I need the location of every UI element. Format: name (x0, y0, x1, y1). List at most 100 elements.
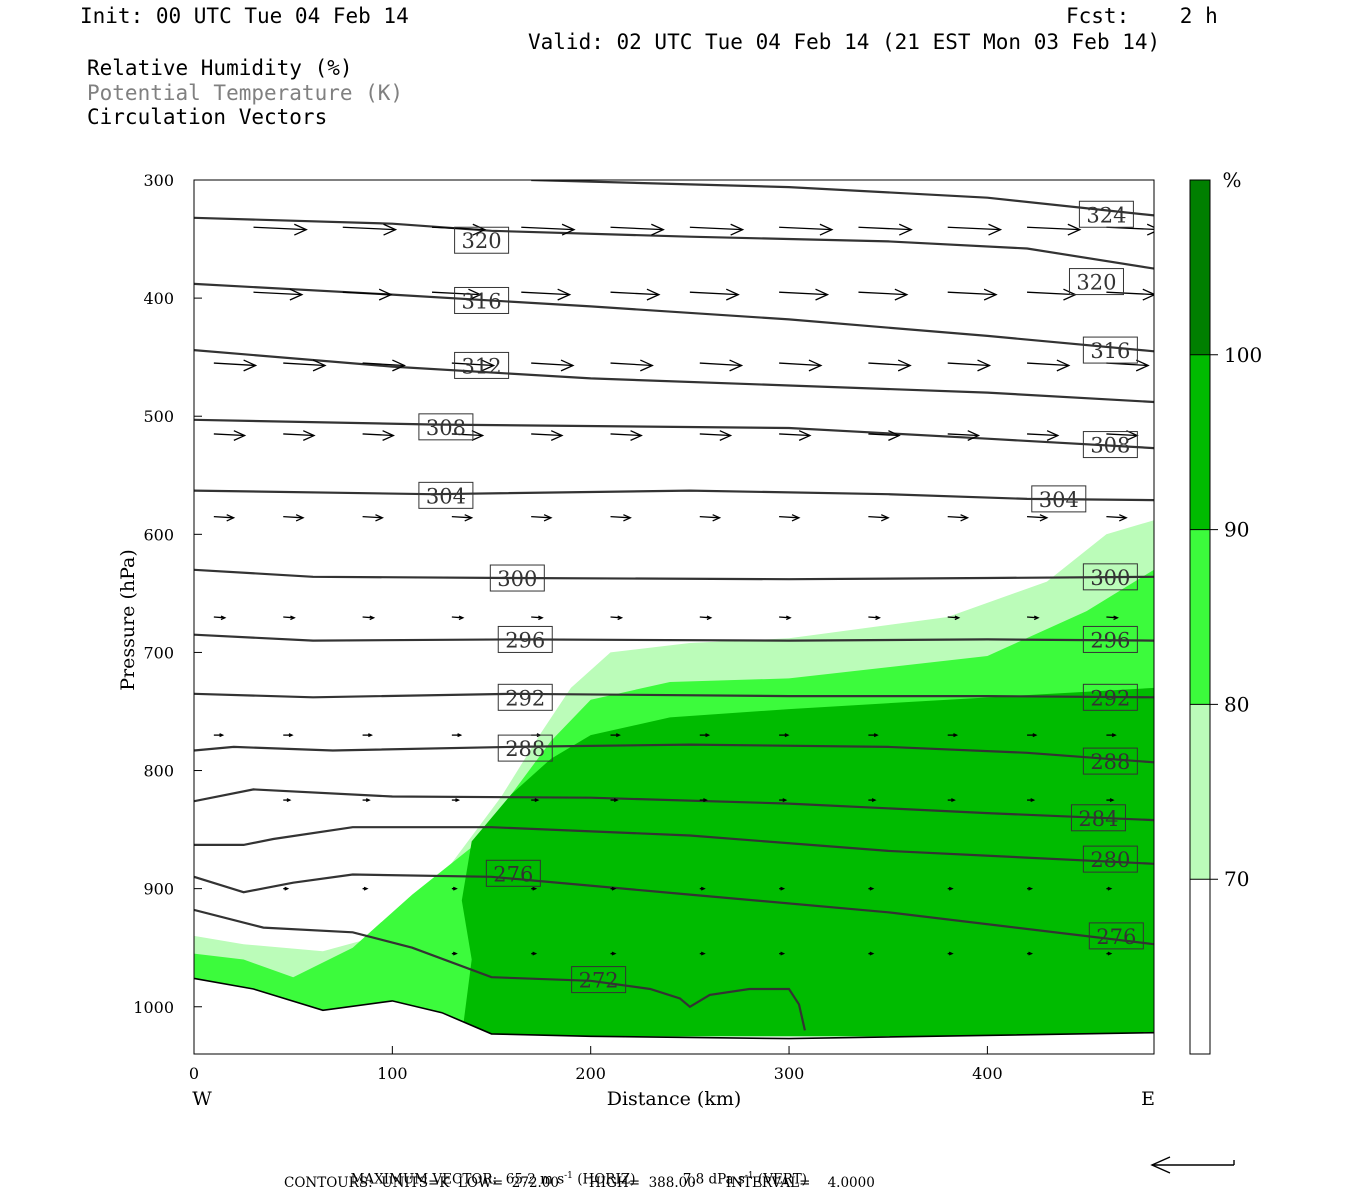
theta-contour-288 (194, 743, 1154, 764)
max-horiz-value: 65.2 m s (505, 1171, 565, 1187)
circulation-vector (431, 288, 483, 301)
contour-label-320: 320 (1068, 268, 1124, 296)
contour-label-300: 300 (489, 564, 545, 592)
x-tick-label: 400 (972, 1064, 1003, 1083)
circulation-vector (283, 886, 290, 891)
x-west-label: W (192, 1088, 212, 1110)
theta-contour-324 (531, 180, 1154, 217)
theta-contour-280 (194, 826, 1154, 865)
circulation-vector (868, 430, 901, 441)
y-tick-label: 600 (143, 525, 174, 544)
circulation-vector (610, 359, 654, 372)
circulation-vector (947, 430, 981, 441)
circulation-vector (342, 223, 398, 236)
contour-label-292: 292 (1082, 683, 1138, 711)
svg-text:292: 292 (1090, 686, 1130, 710)
axes-layer: 0 100 200 300 400 300 400 500 600 700 800 900 1000 (133, 171, 1002, 1083)
svg-text:288: 288 (505, 737, 545, 761)
theta-contour-276 (194, 873, 1154, 946)
circulation-vector (699, 733, 711, 738)
circulation-vector (451, 798, 461, 803)
circulation-vector (779, 514, 801, 522)
circulation-vector (531, 951, 538, 956)
circulation-vector (779, 615, 792, 621)
contour-label-324: 324 (1078, 200, 1134, 228)
theta-contour-292 (194, 692, 1154, 699)
contour-label-320: 320 (454, 226, 510, 254)
circulation-vector (779, 798, 788, 803)
circulation-vector (362, 430, 395, 441)
y-tick-label: 300 (143, 171, 174, 190)
y-tick-label: 500 (143, 407, 174, 426)
y-tick-label: 900 (143, 880, 174, 899)
contour-label-312: 312 (454, 351, 510, 379)
theta-contour-308 (194, 418, 1154, 450)
contour-label-296: 296 (1082, 625, 1138, 653)
circulation-vector (1106, 951, 1113, 956)
circulation-vector (1027, 359, 1071, 372)
circulation-vector (451, 514, 474, 522)
contour-label-304: 304 (1031, 485, 1087, 513)
circulation-vector (868, 733, 879, 738)
circulation-vector (213, 615, 227, 621)
colorbar-label: 70 (1224, 867, 1249, 891)
x-tick-label: 300 (774, 1064, 805, 1083)
circulation-vector (699, 886, 706, 891)
rh-area-90 (461, 687, 1154, 1037)
init-time: Init: 00 UTC Tue 04 Feb 14 (80, 4, 409, 28)
circulation-vector (699, 615, 713, 621)
contour-label-layer: 324 320 320 316 316 312 308 308 304 304 300 300 296 2… (418, 200, 1144, 994)
circulation-vector (947, 514, 970, 522)
colorbar-segment (1190, 529, 1210, 705)
circulation-vector (431, 223, 487, 236)
y-axis-label: Pressure (hPa) (117, 549, 139, 691)
colorbar-segment (1190, 354, 1210, 530)
svg-text:296: 296 (505, 628, 545, 652)
circulation-vector (531, 886, 538, 891)
terrain-layer (194, 977, 1154, 1054)
theta-contour-300 (194, 568, 1154, 581)
field-rh: Relative Humidity (%) (87, 56, 353, 80)
circulation-vector (699, 514, 722, 522)
circulation-vector (362, 798, 371, 803)
circulation-vector (283, 430, 316, 441)
circulation-vector (868, 514, 890, 522)
circulation-vector (699, 798, 708, 803)
theta-contour-312 (194, 349, 1154, 404)
svg-text:316: 316 (1090, 339, 1130, 363)
y-tick-label: 700 (143, 643, 174, 662)
rh-fill-layer (194, 520, 1154, 1037)
plot-frame (193, 179, 1155, 1055)
contour-label-288: 288 (1082, 747, 1138, 775)
contour-label-292: 292 (497, 683, 553, 711)
contour-label-300: 300 (1082, 563, 1138, 591)
colorbar-segment (1190, 704, 1210, 880)
circulation-vector (451, 951, 458, 956)
circulation-vector (947, 359, 992, 372)
circulation-vector (947, 733, 959, 738)
svg-text:280: 280 (1090, 848, 1130, 872)
horiz-tag: (HORIZ) (577, 1171, 636, 1187)
circulation-vector (253, 223, 308, 236)
circulation-vector-layer (213, 223, 1154, 956)
y-tick-label: 800 (143, 762, 174, 781)
svg-text:324: 324 (1086, 203, 1126, 227)
circulation-vector (947, 798, 956, 803)
contour-label-316: 316 (1082, 336, 1138, 364)
svg-text:308: 308 (426, 416, 466, 440)
contour-label-276: 276 (485, 859, 541, 887)
circulation-vector (689, 288, 740, 301)
field-theta: Potential Temperature (K) (87, 81, 404, 105)
circulation-vector (213, 430, 247, 441)
max-vert-value: 7.8 dPa s (682, 1171, 745, 1187)
circulation-vector (947, 951, 954, 956)
circulation-vector (947, 886, 954, 891)
circulation-vector (699, 359, 744, 372)
svg-text:272: 272 (579, 969, 619, 993)
x-tick-label: 0 (189, 1064, 199, 1083)
contour-label-296: 296 (497, 625, 553, 653)
circulation-vector (1027, 886, 1034, 891)
horiz-exponent: -1 (564, 1170, 573, 1181)
colorbar-segment (1190, 180, 1210, 355)
circulation-vector (868, 615, 881, 621)
